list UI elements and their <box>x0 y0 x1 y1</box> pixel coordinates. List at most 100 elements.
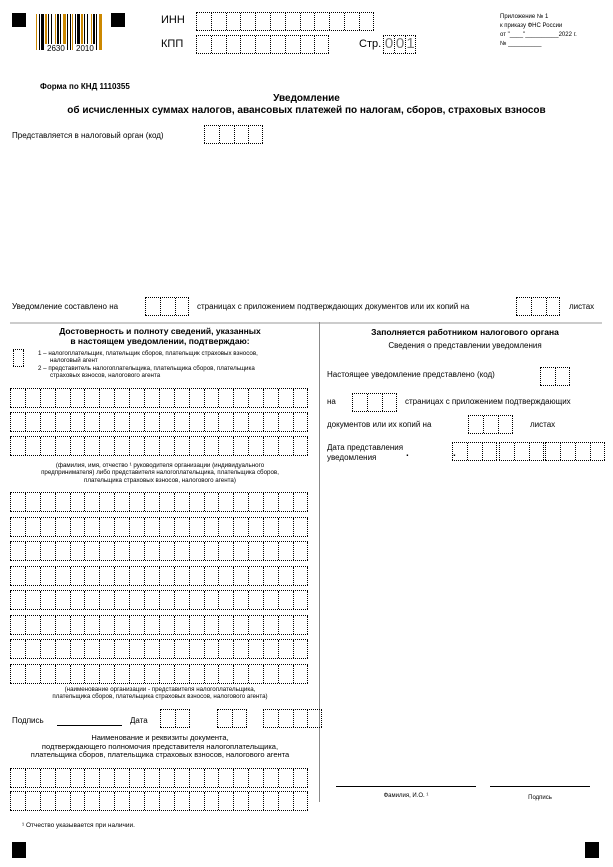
input-cell[interactable] <box>173 591 189 609</box>
input-cell[interactable] <box>173 640 189 658</box>
input-cell[interactable] <box>99 769 114 787</box>
signer-type-field[interactable] <box>13 349 24 367</box>
input-cell[interactable] <box>24 792 40 810</box>
input-cell[interactable] <box>144 493 159 511</box>
input-cell[interactable] <box>160 710 175 727</box>
input-cell[interactable] <box>188 615 204 634</box>
input-cell[interactable] <box>218 769 233 787</box>
input-cell[interactable] <box>99 493 114 511</box>
input-cell[interactable] <box>99 542 114 560</box>
input-cell[interactable] <box>69 566 85 585</box>
input-cell[interactable] <box>39 413 55 431</box>
input-cell[interactable] <box>129 493 144 511</box>
organization-name-row[interactable] <box>10 541 308 561</box>
input-cell[interactable] <box>263 640 278 658</box>
input-cell[interactable] <box>188 769 204 787</box>
input-cell[interactable] <box>173 615 189 634</box>
input-cell[interactable] <box>278 437 293 455</box>
input-cell[interactable] <box>233 517 248 536</box>
input-cell[interactable] <box>555 368 570 385</box>
signature-line[interactable] <box>57 725 122 726</box>
input-cell[interactable] <box>54 517 70 536</box>
input-cell[interactable] <box>218 126 234 143</box>
input-cell[interactable] <box>218 792 233 810</box>
input-cell[interactable] <box>10 413 25 431</box>
input-cell[interactable] <box>114 389 129 407</box>
date-day[interactable] <box>160 709 190 728</box>
input-cell[interactable] <box>292 664 308 683</box>
input-cell[interactable] <box>292 769 308 787</box>
input-cell[interactable] <box>145 298 160 315</box>
input-cell[interactable] <box>284 13 300 30</box>
input-cell[interactable] <box>263 664 278 683</box>
input-cell[interactable] <box>84 566 99 585</box>
sign-line[interactable] <box>490 786 590 787</box>
input-cell[interactable] <box>314 36 330 53</box>
input-cell[interactable] <box>248 615 263 634</box>
input-cell[interactable] <box>483 416 498 433</box>
input-cell[interactable] <box>84 640 99 658</box>
organization-name-row[interactable] <box>10 590 308 610</box>
input-cell[interactable] <box>10 389 25 407</box>
input-cell[interactable] <box>248 640 263 658</box>
right-pages-field[interactable] <box>352 393 397 412</box>
organization-name-row[interactable] <box>10 614 308 635</box>
input-cell[interactable] <box>248 493 263 511</box>
input-cell[interactable] <box>10 640 25 658</box>
input-cell[interactable] <box>144 566 159 585</box>
organization-name-row[interactable] <box>10 565 308 586</box>
input-cell[interactable] <box>129 413 144 431</box>
input-cell[interactable] <box>452 443 467 460</box>
input-cell[interactable] <box>158 640 174 658</box>
input-cell[interactable] <box>218 493 233 511</box>
input-cell[interactable] <box>292 792 308 810</box>
input-cell[interactable] <box>84 517 99 536</box>
input-cell[interactable] <box>255 13 270 30</box>
input-cell[interactable] <box>54 413 70 431</box>
input-cell[interactable] <box>158 389 174 407</box>
input-cell[interactable] <box>39 542 55 560</box>
input-cell[interactable] <box>263 493 278 511</box>
input-cell[interactable] <box>39 591 55 609</box>
kpp-field[interactable] <box>196 35 330 54</box>
input-cell[interactable] <box>99 664 114 683</box>
input-cell[interactable] <box>114 640 129 658</box>
input-cell[interactable] <box>114 437 129 455</box>
attachment-sheets-field[interactable] <box>516 297 561 316</box>
input-cell[interactable] <box>278 493 293 511</box>
input-cell[interactable] <box>129 566 144 585</box>
input-cell[interactable] <box>10 493 25 511</box>
input-cell[interactable] <box>69 413 85 431</box>
input-cell[interactable]: 1 <box>405 35 416 53</box>
input-cell[interactable] <box>84 389 99 407</box>
input-cell[interactable] <box>10 591 25 609</box>
input-cell[interactable] <box>210 36 226 53</box>
input-cell[interactable] <box>69 640 85 658</box>
input-cell[interactable] <box>203 640 219 658</box>
input-cell[interactable] <box>233 664 248 683</box>
input-cell[interactable] <box>114 769 129 787</box>
input-cell[interactable] <box>188 389 204 407</box>
input-cell[interactable] <box>233 769 248 787</box>
input-cell[interactable] <box>263 566 278 585</box>
input-cell[interactable] <box>329 13 344 30</box>
input-cell[interactable] <box>367 394 382 411</box>
input-cell[interactable] <box>203 517 219 536</box>
input-cell[interactable] <box>210 13 226 30</box>
input-cell[interactable] <box>144 769 159 787</box>
input-cell[interactable] <box>69 615 85 634</box>
input-cell[interactable] <box>173 792 189 810</box>
input-cell[interactable] <box>144 389 159 407</box>
signer-fio-row[interactable] <box>10 436 308 456</box>
input-cell[interactable] <box>129 792 144 810</box>
input-cell[interactable] <box>292 493 308 511</box>
input-cell[interactable] <box>114 413 129 431</box>
input-cell[interactable] <box>263 615 278 634</box>
date-month[interactable] <box>217 709 247 728</box>
input-cell[interactable] <box>203 566 219 585</box>
input-cell[interactable] <box>575 443 590 460</box>
signer-fio-row[interactable] <box>10 412 308 432</box>
input-cell[interactable] <box>540 368 555 385</box>
input-cell[interactable] <box>263 591 278 609</box>
input-cell[interactable] <box>24 542 40 560</box>
